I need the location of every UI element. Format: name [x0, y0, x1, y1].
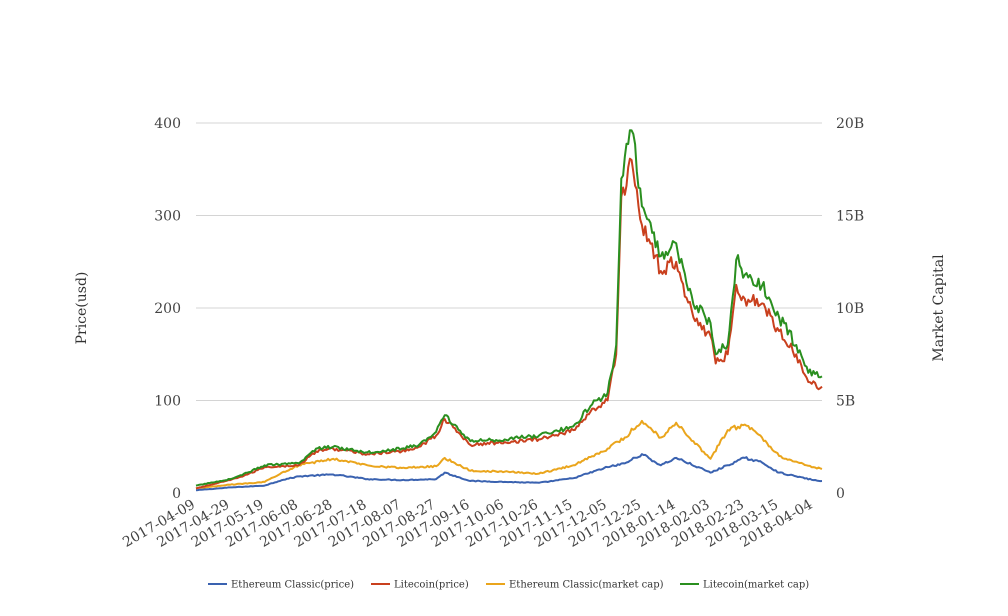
legend-label: Ethereum Classic(market cap) [509, 580, 664, 591]
y-left-tick-label: 200 [154, 301, 181, 317]
series-line [195, 129, 823, 487]
legend-label: Litecoin(market cap) [703, 580, 809, 591]
y-right-tick-label: 0 [836, 486, 845, 502]
y-right-axis-title: Market Capital [931, 254, 947, 362]
right-axis-ticks: 0 5B 10B 15B 20B [836, 116, 864, 502]
series-lines [195, 129, 823, 492]
left-axis-ticks: 0 100 200 300 400 [154, 116, 181, 502]
legend: Ethereum Classic(price) Litecoin(price) Et… [208, 580, 809, 591]
y-left-tick-label: 400 [154, 116, 181, 132]
legend-label: Litecoin(price) [394, 580, 469, 591]
y-left-tick-label: 300 [154, 209, 181, 225]
y-right-tick-label: 20B [836, 116, 864, 132]
series-line [195, 453, 823, 492]
y-left-tick-label: 0 [172, 486, 181, 502]
x-axis-ticks: 2017-04-092017-04-292017-05-192017-06-08… [120, 497, 815, 551]
gridlines [196, 122, 822, 401]
legend-label: Ethereum Classic(price) [231, 580, 354, 591]
y-right-tick-label: 10B [836, 301, 864, 317]
y-right-tick-label: 5B [836, 394, 855, 410]
y-right-tick-label: 15B [836, 209, 864, 225]
y-left-axis-title: Price(usd) [74, 272, 90, 345]
y-left-tick-label: 100 [154, 394, 181, 410]
series-line [195, 419, 823, 490]
